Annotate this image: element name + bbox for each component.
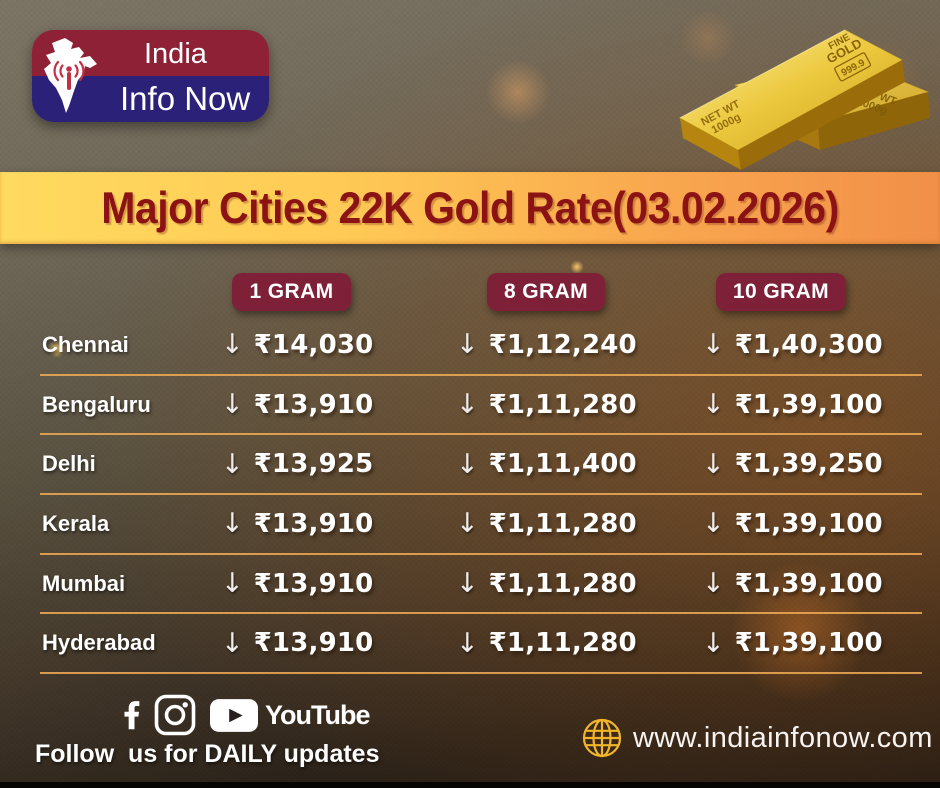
india-map-icon [44,38,97,113]
city-label: Delhi [42,451,96,477]
gold-rate-value: ₹13,910 [253,508,374,539]
table-row: Chennai ↓ ₹14,030 ↓ ₹1,12,240 ↓ ₹1,40,300 [40,316,922,376]
gold-rate-value: ₹1,11,280 [488,628,637,659]
down-arrow-icon: ↓ [702,508,725,540]
gold-rate-value: ₹1,39,100 [734,508,883,539]
gold-rate-value: ₹1,39,250 [734,449,883,480]
table-row: Hyderabad ↓ ₹13,910 ↓ ₹1,11,280 ↓ ₹1,39,100 [40,614,922,675]
gold-rate-value: ₹13,910 [253,628,374,659]
down-arrow-icon: ↓ [456,448,479,480]
down-arrow-icon: ↓ [456,568,479,600]
facebook-icon[interactable] [118,693,140,737]
down-arrow-icon: ↓ [702,389,725,421]
globe-icon [582,718,622,758]
down-arrow-icon: ↓ [702,627,725,659]
gold-rate-value: ₹1,11,280 [488,389,637,420]
down-arrow-icon: ↓ [456,508,479,540]
down-arrow-icon: ↓ [702,329,725,361]
logo-text-line2: Info Now [120,80,251,117]
gold-rate-value: ₹1,11,400 [488,449,637,480]
down-arrow-icon: ↓ [456,389,479,421]
city-label: Bengaluru [42,391,151,417]
social-icons-row: YouTube [118,692,370,738]
brand-logo: India Info Now [32,30,269,122]
gold-rate-value: ₹13,910 [253,568,374,599]
table-row: Kerala ↓ ₹13,910 ↓ ₹1,11,280 ↓ ₹1,39,100 [40,495,922,555]
gold-rate-value: ₹1,11,280 [488,568,637,599]
youtube-label: YouTube [265,699,370,730]
down-arrow-icon: ↓ [221,627,244,659]
youtube-play-icon [210,698,258,732]
column-header-10gram: 10 GRAM [715,273,847,311]
broadcast-icon [53,60,85,82]
youtube-logo[interactable]: YouTube [210,698,370,732]
gold-rate-value: ₹13,910 [253,389,374,420]
website-row[interactable]: www.indiainfonow.com [580,716,933,760]
city-label: Chennai [42,331,129,357]
table-row: Delhi ↓ ₹13,925 ↓ ₹1,11,400 ↓ ₹1,39,250 [40,435,922,496]
bottom-bar [0,782,940,788]
title-banner: Major Cities 22K Gold Rate(03.02.2026) [0,172,940,244]
gold-rate-table: 1 GRAM 8 GRAM 10 GRAM Chennai ↓ ₹14,030 ↓… [40,268,922,675]
gold-rate-value: ₹1,40,300 [734,329,883,360]
column-header-8gram: 8 GRAM [486,273,606,311]
page-title: Major Cities 22K Gold Rate(03.02.2026) [101,182,839,233]
column-header-1gram: 1 GRAM [232,273,351,311]
down-arrow-icon: ↓ [456,627,479,659]
city-label: Hyderabad [42,630,156,656]
down-arrow-icon: ↓ [221,448,244,480]
down-arrow-icon: ↓ [221,508,244,540]
follow-text: Follow us for DAILY updates [35,740,380,768]
gold-rate-value: ₹1,39,100 [734,568,883,599]
down-arrow-icon: ↓ [702,568,725,600]
gold-rate-value: ₹1,11,280 [488,508,637,539]
gold-rate-value: ₹1,39,100 [734,628,883,659]
down-arrow-icon: ↓ [221,568,244,600]
table-row: Mumbai ↓ ₹13,910 ↓ ₹1,11,280 ↓ ₹1,39,100 [40,555,922,615]
city-label: Mumbai [42,570,126,596]
city-label: Kerala [42,510,110,536]
down-arrow-icon: ↓ [221,329,244,361]
gold-rate-value: ₹13,925 [253,449,374,480]
gold-rate-value: ₹14,030 [253,329,374,360]
gold-rate-value: ₹1,12,240 [488,329,637,360]
down-arrow-icon: ↓ [456,329,479,361]
table-row: Bengaluru ↓ ₹13,910 ↓ ₹1,11,280 ↓ ₹1,39,100 [40,376,922,436]
down-arrow-icon: ↓ [221,389,244,421]
gold-bars-image: NET WT 1000g FINE GOLD 999.9 NET WT 1000… [679,29,930,170]
table-header-row: 1 GRAM 8 GRAM 10 GRAM [40,268,922,316]
instagram-icon[interactable] [153,693,197,737]
down-arrow-icon: ↓ [702,448,725,480]
website-url: www.indiainfonow.com [633,721,933,754]
logo-text-line1: India [144,38,207,70]
gold-rate-value: ₹1,39,100 [734,389,883,420]
